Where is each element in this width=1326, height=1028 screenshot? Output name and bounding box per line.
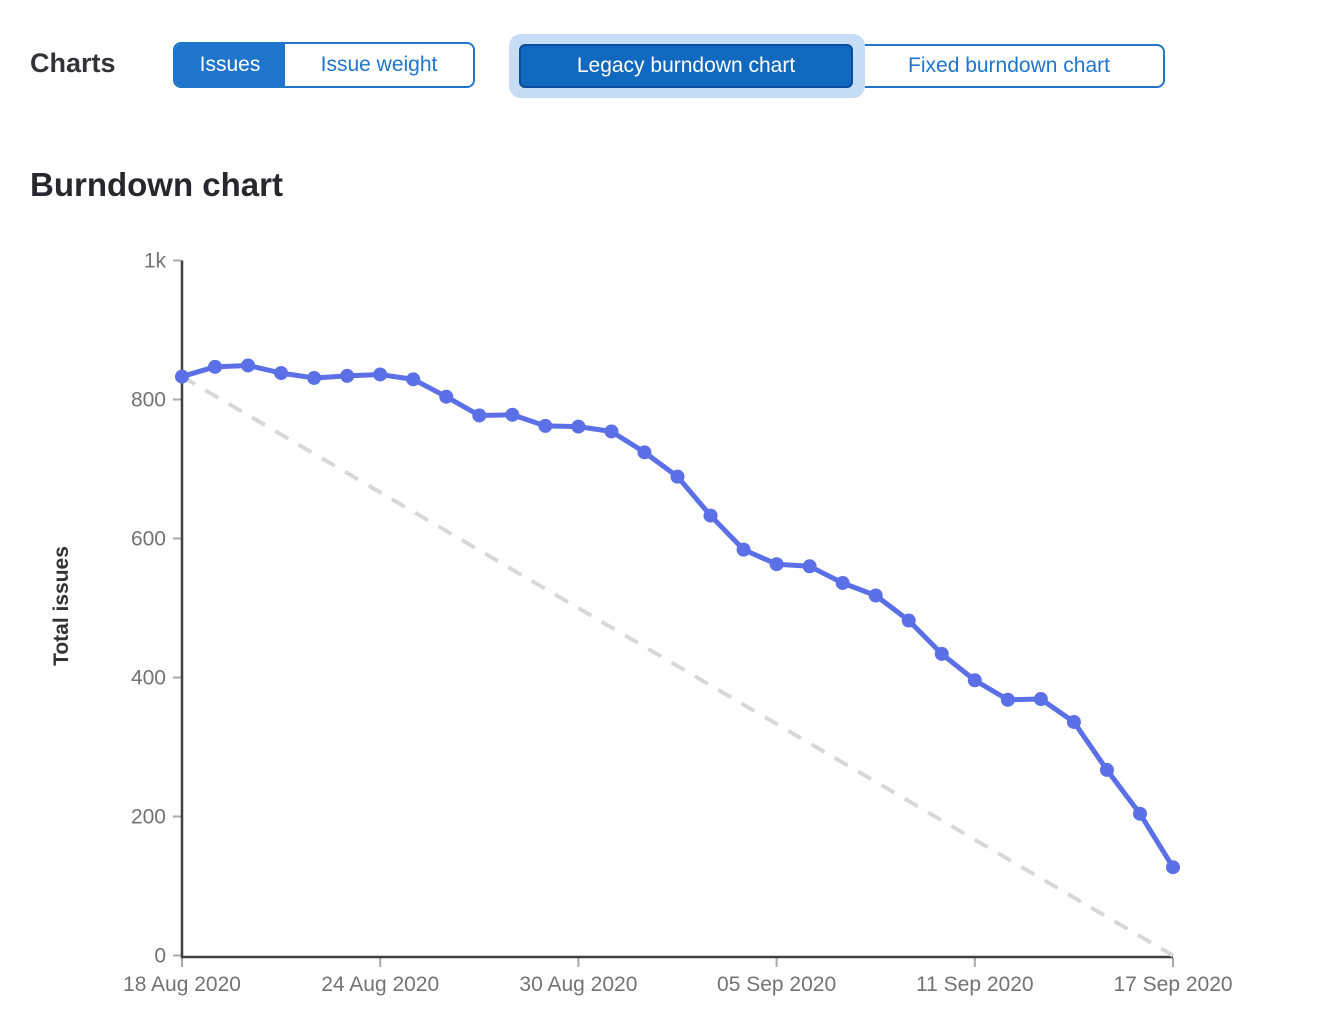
data-point[interactable] [274,366,289,381]
data-point[interactable] [505,407,520,422]
ideal-guideline [180,374,1175,958]
data-point[interactable] [439,389,454,404]
y-axis-tick-label: 1k [144,250,167,273]
data-point[interactable] [1066,714,1081,729]
issues-toggle-button[interactable]: Issues [175,44,285,86]
y-axis-tick-label: 200 [131,806,166,829]
data-point[interactable] [373,367,388,382]
data-point[interactable] [1033,692,1048,707]
y-axis-tick-label: 0 [154,945,166,968]
burndown-chart-canvas: 1k 800 600 400 200 0 18 Aug 2020 24 Aug 2020 30 … [50,250,1233,997]
data-point[interactable] [538,418,553,433]
y-axis-tick-label: 400 [131,667,166,690]
page-title: Burndown chart [30,166,283,203]
data-point[interactable] [406,372,421,387]
data-point[interactable] [340,368,355,383]
data-point[interactable] [703,508,718,523]
x-axis-tick-label: 24 Aug 2020 [321,973,439,996]
chart-axes [180,260,1173,959]
issue-weight-toggle-button[interactable]: Issue weight [285,44,473,86]
x-axis-tick-label: 18 Aug 2020 [123,973,241,996]
data-point[interactable] [670,469,685,484]
y-axis-tick-label: 600 [131,528,166,551]
data-point[interactable] [1166,860,1180,875]
data-point[interactable] [868,588,883,603]
data-point[interactable] [934,646,949,661]
x-axis-tick-label: 11 Sep 2020 [916,973,1034,996]
data-point[interactable] [637,445,652,460]
data-point[interactable] [175,369,189,384]
data-point[interactable] [1000,692,1015,707]
x-axis-tick-label: 17 Sep 2020 [1113,973,1232,996]
y-axis-title: Total issues [50,546,73,666]
legacy-burndown-chart-button[interactable]: Legacy burndown chart [519,44,853,88]
data-point[interactable] [307,370,322,385]
data-point[interactable] [1132,806,1147,821]
y-axis-tick-label: 800 [131,389,166,412]
burndown-line [179,362,1176,870]
data-point[interactable] [736,542,751,557]
data-point[interactable] [604,424,619,439]
data-point[interactable] [1099,762,1114,777]
data-point[interactable] [241,358,256,373]
charts-label: Charts [30,48,116,78]
data-point[interactable] [208,359,223,374]
data-point[interactable] [802,559,817,574]
data-point[interactable] [769,557,784,572]
data-point[interactable] [472,408,487,423]
data-point[interactable] [835,575,850,590]
x-axis-tick-label: 05 Sep 2020 [717,973,836,996]
data-point[interactable] [571,419,586,434]
x-axis-tick-label: 30 Aug 2020 [519,973,637,996]
fixed-burndown-chart-button[interactable]: Fixed burndown chart [853,44,1165,88]
metric-toggle-group: Issues Issue weight [173,42,475,88]
data-point[interactable] [901,613,916,628]
data-point[interactable] [967,673,982,688]
